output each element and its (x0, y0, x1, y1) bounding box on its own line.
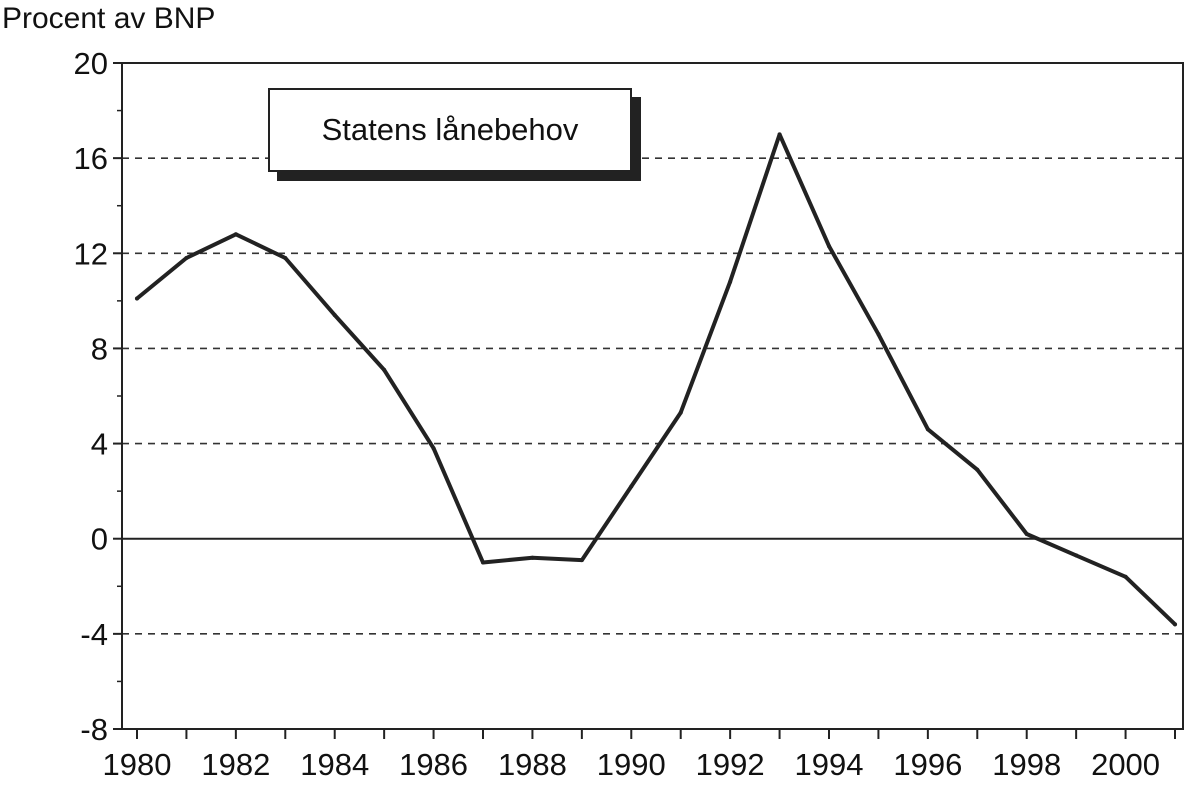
data-point (678, 410, 683, 415)
x-tick-label: 2000 (1091, 747, 1160, 782)
y-tick-label: -8 (80, 712, 108, 747)
data-point (876, 332, 881, 337)
y-tick-label: -4 (80, 617, 108, 652)
x-tick-label: 1984 (300, 747, 369, 782)
gridlines (122, 157, 1183, 635)
y-tick-label: 4 (91, 427, 108, 462)
x-tick-label: 1990 (597, 747, 666, 782)
data-point (431, 446, 436, 451)
data-point (382, 367, 387, 372)
y-tick-label: 0 (91, 522, 108, 557)
x-tick-label: 1986 (399, 747, 468, 782)
y-tick-label: 8 (91, 331, 108, 366)
data-point (283, 256, 288, 261)
legend-label: Statens lånebehov (321, 112, 579, 147)
data-point (975, 467, 980, 472)
data-point (629, 484, 634, 489)
series-line (135, 132, 1177, 627)
axes (113, 62, 1184, 739)
data-point (332, 313, 337, 318)
x-tick-label: 1994 (795, 747, 864, 782)
x-tick-label: 1992 (696, 747, 765, 782)
legend: Statens lånebehov (268, 88, 632, 172)
data-point (827, 244, 831, 249)
data-point (481, 560, 485, 565)
x-tick-label: 1996 (893, 747, 962, 782)
series-layer (135, 132, 1177, 627)
x-tick-label: 1988 (498, 747, 567, 782)
x-tick-label: 1998 (992, 747, 1061, 782)
data-point (925, 427, 930, 432)
data-point (233, 232, 238, 237)
data-point (1123, 574, 1128, 579)
data-point (1074, 553, 1079, 558)
x-tick-label: 1982 (201, 747, 270, 782)
y-tick-label: 20 (74, 46, 108, 81)
x-tick-label: 1980 (103, 747, 172, 782)
data-point (135, 296, 139, 301)
data-point (1173, 622, 1177, 627)
y-tick-label: 16 (74, 141, 108, 176)
y-axis-title: Procent av BNP (2, 2, 216, 35)
y-tick-label: 12 (74, 236, 108, 271)
data-point (530, 555, 535, 560)
data-point (728, 279, 733, 284)
data-point (184, 256, 189, 261)
data-point (777, 132, 782, 137)
data-point (579, 558, 584, 563)
data-point (1024, 531, 1029, 536)
